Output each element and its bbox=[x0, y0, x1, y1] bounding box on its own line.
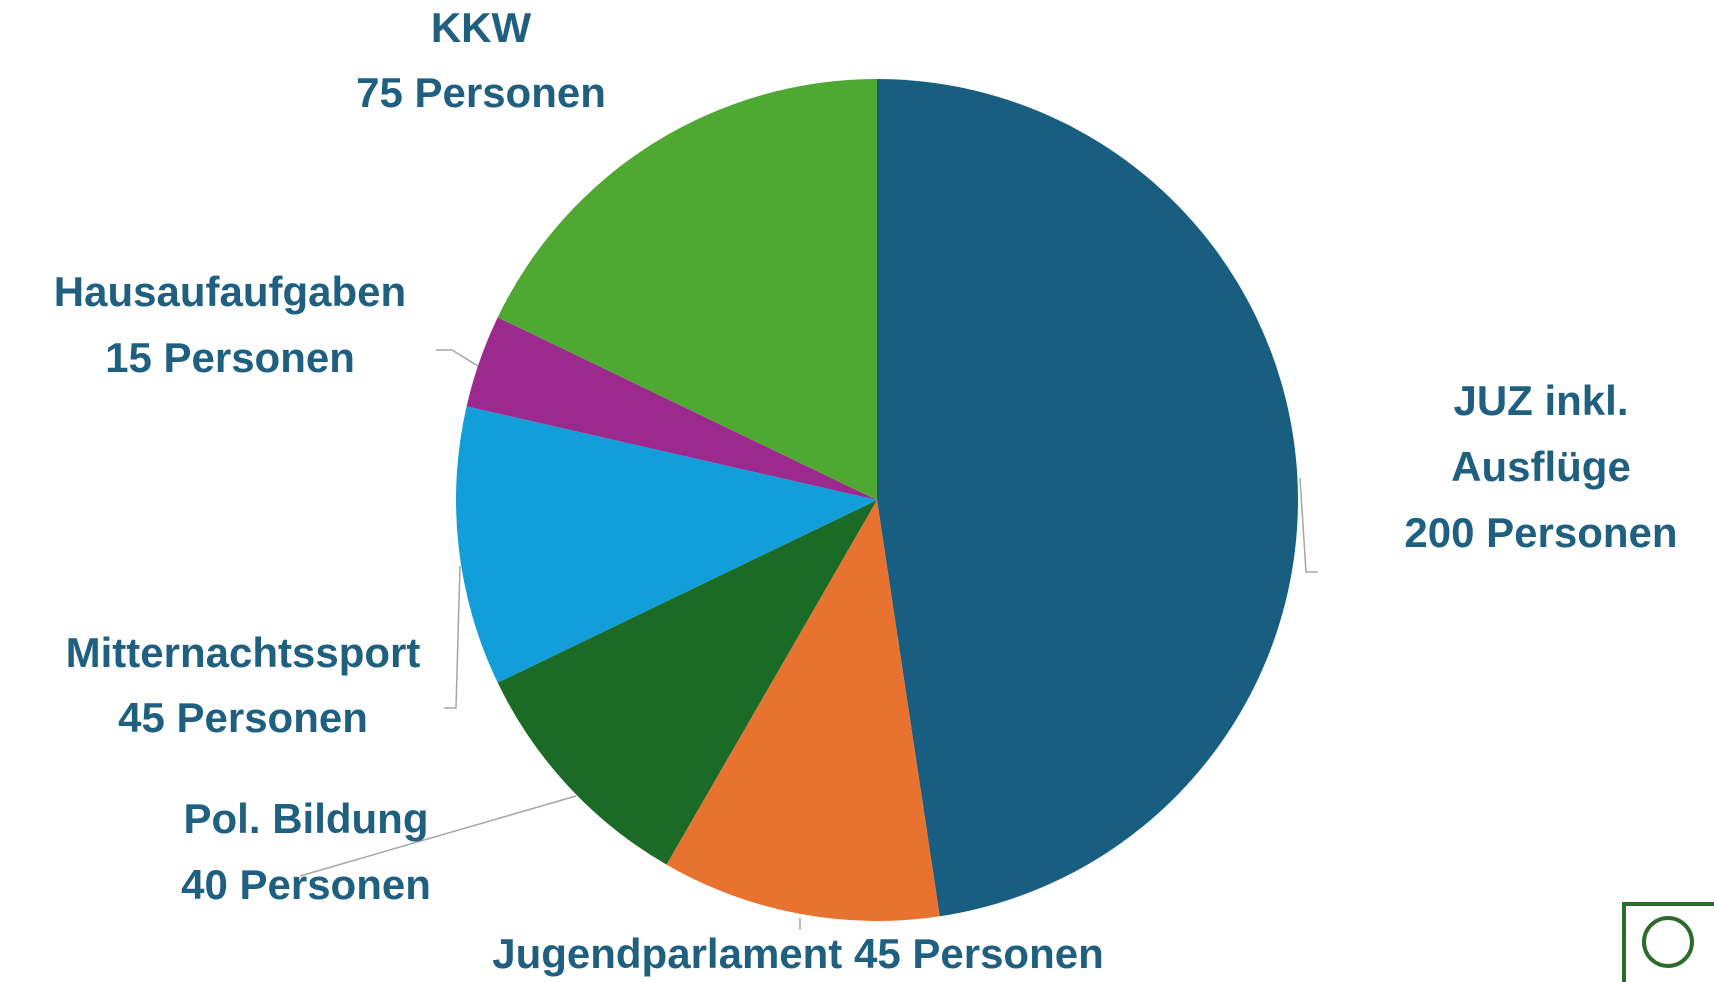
value-label: 45 Personen bbox=[118, 694, 368, 741]
value-label: 45 Personen bbox=[854, 930, 1104, 977]
category-label: Pol. Bildung bbox=[184, 795, 429, 842]
data-label: Jugendparlament 45 Personen bbox=[492, 930, 1104, 977]
leader-line bbox=[299, 795, 577, 877]
value-label: 75 Personen bbox=[356, 69, 606, 116]
slices bbox=[456, 79, 1299, 921]
leader-line bbox=[444, 565, 461, 709]
slice bbox=[466, 317, 877, 500]
value-label: 40 Personen bbox=[181, 861, 431, 908]
category-line: JUZ inkl. bbox=[1453, 377, 1628, 424]
slice bbox=[456, 406, 877, 683]
slice bbox=[666, 500, 940, 921]
logo bbox=[1622, 902, 1714, 982]
leader-line bbox=[436, 349, 479, 367]
category-label: KKW bbox=[431, 4, 532, 51]
value-label: 15 Personen bbox=[105, 334, 355, 381]
category-label: Jugendparlament bbox=[492, 930, 842, 977]
slice bbox=[497, 500, 877, 865]
slice bbox=[497, 79, 877, 500]
category-label: Mitternachtssport bbox=[66, 629, 421, 676]
slice bbox=[877, 79, 1299, 917]
logo-frame bbox=[1622, 902, 1714, 982]
category-line: Ausflüge bbox=[1451, 443, 1631, 490]
category-label: JUZ inkl. Ausflüge bbox=[1451, 377, 1631, 490]
leader-lines bbox=[299, 349, 1318, 930]
category-label: Hausaufaufgaben bbox=[54, 268, 406, 315]
logo-icon bbox=[1642, 916, 1694, 968]
value-label: 200 Personen bbox=[1404, 509, 1677, 556]
leader-line bbox=[1299, 477, 1318, 573]
